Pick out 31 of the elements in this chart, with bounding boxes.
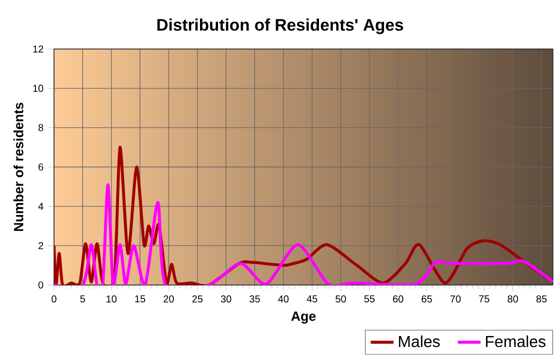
x-tick-label: 60: [393, 296, 404, 303]
y-axis-title: Number of residents: [14, 102, 24, 232]
y-tick-label: 12: [33, 46, 44, 53]
x-tick-label: 75: [479, 296, 490, 303]
x-tick-label: 55: [364, 296, 375, 303]
x-tick-label: 85: [536, 296, 547, 303]
x-tick-label: 15: [135, 296, 146, 303]
y-tick-label: 10: [33, 84, 44, 92]
x-tick-label: 35: [250, 296, 260, 303]
x-tick-label: 50: [336, 296, 346, 303]
x-tick-label: 20: [164, 296, 174, 303]
x-tick-label: 25: [192, 296, 203, 303]
x-tick-label: 70: [450, 296, 461, 303]
y-tick-label: 2: [38, 242, 44, 250]
x-tick-label: 0: [52, 296, 56, 303]
y-tick-label: 6: [38, 164, 44, 171]
x-tick-label: 30: [220, 296, 232, 303]
x-tick-label: 45: [306, 296, 318, 303]
y-tick-label: 4: [38, 203, 44, 210]
x-tick-label: 65: [422, 296, 432, 303]
x-axis-title: Age: [291, 312, 316, 324]
y-tick-label: 8: [38, 124, 44, 132]
x-tick-label: 10: [106, 296, 117, 303]
legend-label: Males: [398, 336, 440, 348]
legend-label: Females: [486, 336, 546, 348]
line-series: [54, 183, 553, 286]
x-tick-label: 5: [80, 296, 86, 303]
x-tick-label: 40: [278, 296, 289, 303]
y-tick-label: 0: [38, 282, 44, 289]
chart-title: Distribution of Residents' Ages: [157, 18, 404, 34]
x-tick-label: 80: [508, 296, 518, 303]
